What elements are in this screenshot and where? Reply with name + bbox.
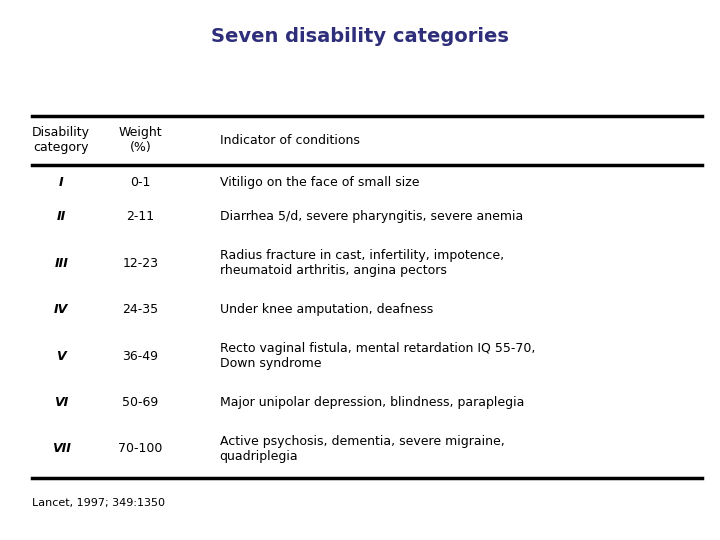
Text: V: V [56, 349, 66, 362]
Text: Indicator of conditions: Indicator of conditions [220, 134, 359, 147]
Text: I: I [59, 176, 63, 188]
Text: Under knee amputation, deafness: Under knee amputation, deafness [220, 303, 433, 316]
Text: Vitiligo on the face of small size: Vitiligo on the face of small size [220, 176, 419, 188]
Text: 70-100: 70-100 [118, 442, 163, 455]
Text: 50-69: 50-69 [122, 396, 158, 409]
Text: III: III [54, 257, 68, 270]
Text: Radius fracture in cast, infertility, impotence,
rheumatoid arthritis, angina pe: Radius fracture in cast, infertility, im… [220, 249, 504, 278]
Text: 24-35: 24-35 [122, 303, 158, 316]
Text: 12-23: 12-23 [122, 257, 158, 270]
Text: 2-11: 2-11 [126, 211, 155, 224]
Text: 36-49: 36-49 [122, 349, 158, 362]
Text: Lancet, 1997; 349:1350: Lancet, 1997; 349:1350 [32, 497, 166, 508]
Text: Disability
category: Disability category [32, 126, 90, 154]
Text: VI: VI [54, 396, 68, 409]
Text: Diarrhea 5/d, severe pharyngitis, severe anemia: Diarrhea 5/d, severe pharyngitis, severe… [220, 211, 523, 224]
Text: 0-1: 0-1 [130, 176, 150, 188]
Text: IV: IV [54, 303, 68, 316]
Text: Weight
(%): Weight (%) [119, 126, 162, 154]
Text: Active psychosis, dementia, severe migraine,
quadriplegia: Active psychosis, dementia, severe migra… [220, 435, 504, 463]
Text: VII: VII [52, 442, 71, 455]
Text: Seven disability categories: Seven disability categories [211, 27, 509, 46]
Text: II: II [57, 211, 66, 224]
Text: Major unipolar depression, blindness, paraplegia: Major unipolar depression, blindness, pa… [220, 396, 524, 409]
Text: Recto vaginal fistula, mental retardation IQ 55-70,
Down syndrome: Recto vaginal fistula, mental retardatio… [220, 342, 535, 370]
